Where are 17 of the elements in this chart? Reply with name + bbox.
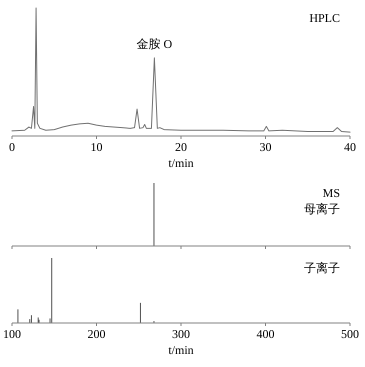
annotation: MS [322, 186, 340, 200]
x-tick-label: 10 [90, 140, 102, 154]
annotation: 金胺 O [136, 36, 173, 51]
x-axis-title: t/min [168, 156, 194, 170]
x-tick-label: 30 [260, 140, 272, 154]
annotation: 子离子 [304, 261, 340, 275]
x-tick-label: 500 [341, 327, 359, 341]
annotation: HPLC [309, 11, 340, 25]
x-tick-label: 200 [88, 327, 106, 341]
x-axis-title: t/min [168, 343, 194, 357]
x-tick-label: 300 [172, 327, 190, 341]
annotation: 母离子 [304, 202, 340, 216]
x-tick-label: 40 [344, 140, 356, 154]
x-tick-label: 400 [256, 327, 274, 341]
x-tick-label: 20 [175, 140, 187, 154]
x-tick-label: 100 [3, 327, 21, 341]
x-tick-label: 0 [9, 140, 15, 154]
